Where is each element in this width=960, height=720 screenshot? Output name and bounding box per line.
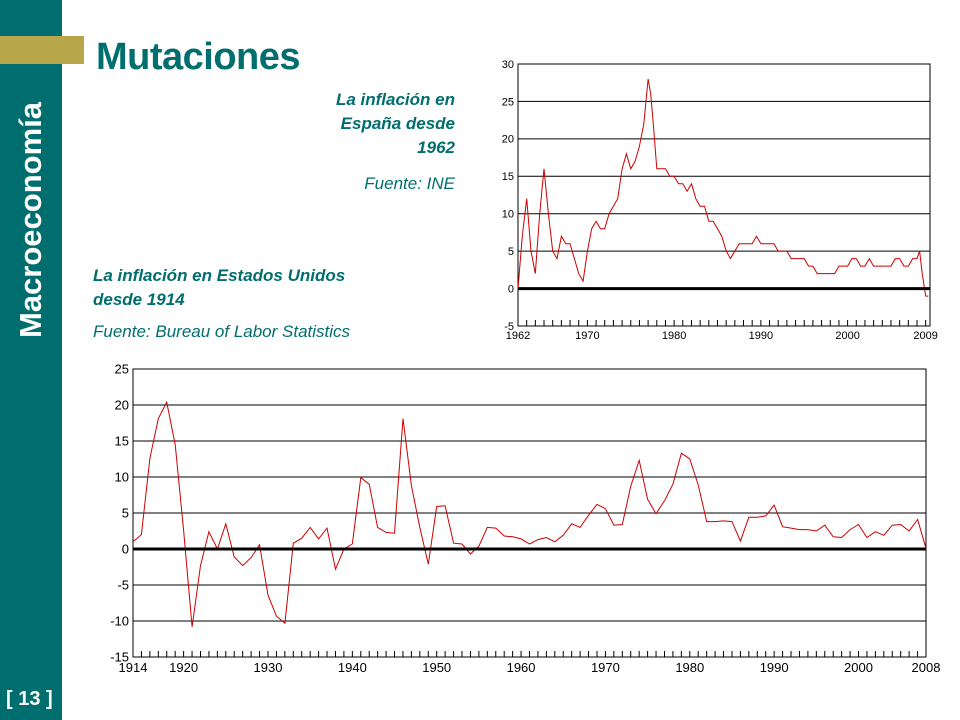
y-tick-label: 0: [508, 283, 514, 295]
x-tick-label: 2008: [912, 660, 941, 675]
us-caption: La inflación en Estados Unidos desde 191…: [93, 264, 423, 312]
us-caption-line: desde 1914: [93, 290, 185, 309]
slide-title: Mutaciones: [96, 36, 301, 78]
us-caption-line: La inflación en Estados Unidos: [93, 266, 346, 285]
spain-caption-line: España desde: [340, 114, 455, 133]
slide-number: [ 13 ]: [6, 688, 53, 710]
y-tick-label: 10: [115, 470, 129, 485]
sidebar-accent-bar: [0, 36, 84, 64]
y-tick-label: 20: [115, 398, 129, 413]
x-tick-label: 1970: [575, 330, 599, 342]
y-tick-label: 10: [502, 209, 514, 221]
x-tick-label: 1980: [662, 330, 686, 342]
series-line: [132, 400, 927, 627]
y-tick-label: 30: [502, 59, 514, 71]
y-tick-label: 5: [508, 246, 514, 258]
y-tick-label: 0: [122, 542, 129, 557]
plot-area: [517, 63, 931, 327]
spain-caption-line: La inflación en: [335, 90, 455, 109]
x-tick-label: 2000: [844, 660, 873, 675]
x-tick-label: 1990: [760, 660, 789, 675]
sidebar: [0, 0, 62, 720]
x-tick-label: 1980: [675, 660, 704, 675]
x-tick-label: 1930: [254, 660, 283, 675]
y-tick-label: 5: [122, 506, 129, 521]
x-tick-label: 1920: [169, 660, 198, 675]
x-tick-label: 2000: [835, 330, 859, 342]
y-tick-label: 15: [502, 171, 514, 183]
y-tick-label: -15: [110, 650, 129, 665]
y-tick-label: 15: [115, 434, 129, 449]
x-tick-label: 2009: [913, 330, 937, 342]
x-tick-label: 1940: [338, 660, 367, 675]
x-tick-label: 1962: [506, 330, 530, 342]
y-tick-label: 25: [115, 362, 129, 377]
spain-source: Fuente: INE: [364, 174, 455, 193]
y-tick-label: 25: [502, 96, 514, 108]
spain-caption: La inflación en España desde 1962: [255, 88, 455, 160]
us-source: Fuente: Bureau of Labor Statistics: [93, 322, 351, 341]
y-tick-label: 20: [502, 134, 514, 146]
x-tick-label: 1970: [591, 660, 620, 675]
x-tick-label: 1914: [119, 660, 148, 675]
series-line: [517, 78, 929, 297]
y-tick-label: -10: [110, 614, 129, 629]
spain-caption-line: 1962: [417, 138, 455, 157]
y-tick-label: -5: [117, 578, 129, 593]
y-tick-label: -5: [504, 321, 514, 333]
x-tick-label: 1950: [422, 660, 451, 675]
x-tick-label: 1960: [507, 660, 536, 675]
x-tick-label: 1990: [749, 330, 773, 342]
